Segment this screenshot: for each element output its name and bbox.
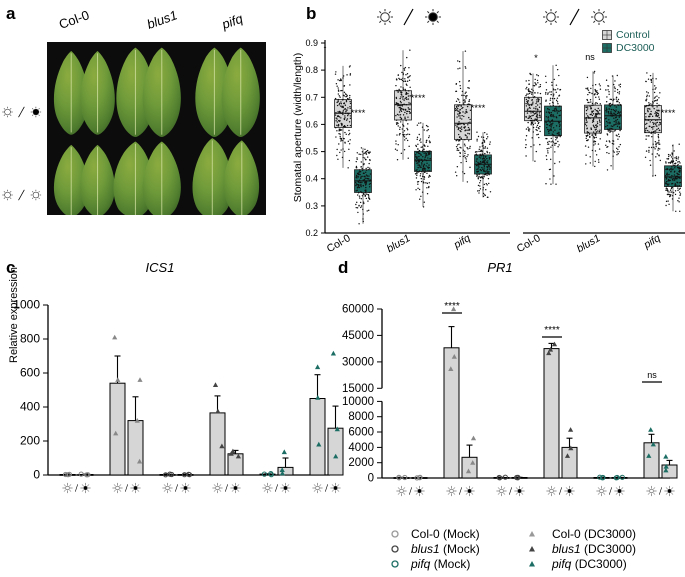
svg-text:Col-0: Col-0 [325,232,353,255]
svg-text:Col-0 (Mock): Col-0 (Mock) [411,527,480,541]
svg-text:0.9: 0.9 [305,38,318,48]
svg-text:10000: 10000 [342,396,374,408]
svg-text:blus1 (DC3000): blus1 (DC3000) [552,542,636,556]
svg-text:45000: 45000 [342,330,374,342]
svg-text:400: 400 [20,400,40,414]
svg-text:****: **** [351,108,366,119]
svg-text:****: **** [444,301,460,312]
svg-text:4000: 4000 [348,442,374,454]
svg-text:0.7: 0.7 [305,92,318,102]
svg-text:0.3: 0.3 [305,201,318,211]
svg-text:-: - [324,42,327,52]
svg-text:800: 800 [20,332,40,346]
svg-text:0: 0 [33,468,40,482]
svg-text:****: **** [661,108,676,119]
svg-text:*: * [534,53,538,64]
svg-text:ns: ns [647,370,657,380]
svg-text:0: 0 [368,473,374,485]
svg-text:****: **** [544,325,560,336]
svg-text:****: **** [411,93,426,104]
svg-text:60000: 60000 [342,304,374,316]
svg-text:200: 200 [20,434,40,448]
svg-text:0.5: 0.5 [305,147,318,157]
svg-text:pifq (DC3000): pifq (DC3000) [551,557,627,571]
svg-text:****: **** [471,103,486,114]
svg-text:blus1: blus1 [575,232,603,255]
svg-text:30000: 30000 [342,356,374,368]
svg-text:blus1: blus1 [385,232,413,255]
svg-text:pifq (Mock): pifq (Mock) [410,557,470,571]
svg-text:0.4: 0.4 [305,174,318,184]
svg-text:blus1 (Mock): blus1 (Mock) [411,542,480,556]
svg-text:pifq: pifq [641,232,663,251]
svg-text:ns: ns [585,52,595,62]
svg-text:Col-0: Col-0 [515,232,543,255]
svg-text:2000: 2000 [348,457,374,469]
svg-text:Col-0 (DC3000): Col-0 (DC3000) [552,527,636,541]
svg-text:0.6: 0.6 [305,119,318,129]
svg-text:0.8: 0.8 [305,65,318,75]
svg-text:6000: 6000 [348,427,374,439]
svg-text:0.2: 0.2 [305,228,318,238]
svg-text:pifq: pifq [451,232,473,251]
svg-text:8000: 8000 [348,411,374,423]
svg-text:15000: 15000 [342,383,374,395]
svg-text:600: 600 [20,366,40,380]
